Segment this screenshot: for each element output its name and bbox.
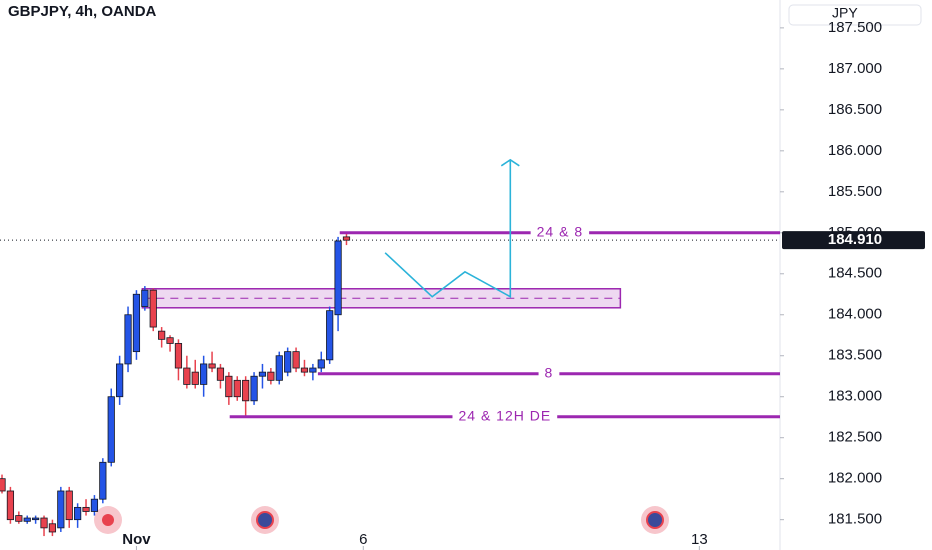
y-tick-label: 184.500: [828, 265, 882, 282]
level-label: 8: [545, 364, 554, 380]
candle-body: [74, 506, 82, 521]
event-flag: [646, 511, 664, 529]
candle-body: [292, 351, 300, 369]
level-label-bg: [452, 413, 558, 420]
arrow-head: [500, 158, 520, 167]
candle-body: [23, 517, 31, 522]
candle-body: [99, 461, 107, 500]
y-tick-label: 184.000: [828, 306, 882, 323]
y-tick-label: 187.000: [828, 60, 882, 77]
x-tick-label: 13: [691, 531, 708, 548]
candle-body: [334, 240, 342, 316]
candle-body: [40, 517, 48, 529]
x-tick-label: 6: [359, 531, 367, 548]
currency-button[interactable]: [788, 4, 922, 26]
candle-body: [200, 363, 208, 385]
y-tick-label: 182.500: [828, 429, 882, 446]
candle-body: [82, 506, 90, 512]
candle-body: [242, 379, 250, 402]
candle-body: [65, 490, 73, 521]
candle-body: [32, 517, 40, 521]
candle-body: [300, 367, 309, 373]
y-tick-label: 182.000: [828, 470, 882, 487]
level-label-bg: [530, 229, 590, 236]
candle-body: [116, 363, 124, 398]
level-label-bg: [538, 370, 560, 377]
candle-body: [208, 363, 216, 369]
y-tick-label: 186.500: [828, 101, 882, 118]
level-label: 24 & 12H DE: [458, 407, 551, 423]
candle-body: [124, 314, 132, 365]
candle-body: [149, 289, 157, 328]
y-tick-label: 186.000: [828, 142, 882, 159]
candle-body: [267, 371, 275, 381]
candle-body: [90, 498, 99, 512]
event-icon-dot: [102, 514, 114, 526]
event-icons: [94, 506, 669, 534]
candle-body: [216, 367, 225, 381]
candle-body: [141, 289, 149, 307]
y-tick-label: 187.500: [828, 19, 882, 36]
candle-body: [57, 490, 65, 529]
candle-body: [183, 367, 191, 385]
candle-body: [166, 337, 174, 344]
candle-body: [317, 359, 325, 369]
y-tick-label: 181.500: [828, 511, 882, 528]
candle-body: [107, 396, 115, 463]
currency: JPY: [832, 5, 858, 21]
candle-body: [0, 478, 6, 492]
x-tick-label: Nov: [122, 531, 151, 548]
last-price-box: [782, 231, 925, 250]
chart-title: GBPJPY, 4h, OANDA: [8, 3, 157, 20]
candle-body: [342, 236, 351, 241]
level-label: 24 & 8: [537, 223, 583, 239]
candle-body: [309, 367, 317, 373]
candle-body: [132, 293, 141, 353]
candle-body: [6, 490, 15, 521]
y-tick-label: 185.500: [828, 183, 882, 200]
candle-body: [158, 330, 166, 340]
candle-body: [15, 515, 23, 522]
y-tick-label: 183.000: [828, 388, 882, 405]
candle-body: [258, 371, 267, 377]
last-price-label: 184.910: [828, 231, 882, 248]
y-tick-label: 183.500: [828, 347, 882, 364]
candle-body: [48, 523, 57, 533]
candle-body: [326, 310, 334, 361]
candle-body: [275, 355, 283, 381]
candle-body: [250, 375, 258, 402]
candle-body: [233, 379, 241, 398]
event-flag: [256, 511, 274, 529]
candle-body: [174, 343, 183, 369]
candle-body: [284, 351, 292, 373]
projection-path: [384, 159, 512, 299]
candle-body: [191, 371, 199, 385]
candle-body: [225, 375, 233, 398]
